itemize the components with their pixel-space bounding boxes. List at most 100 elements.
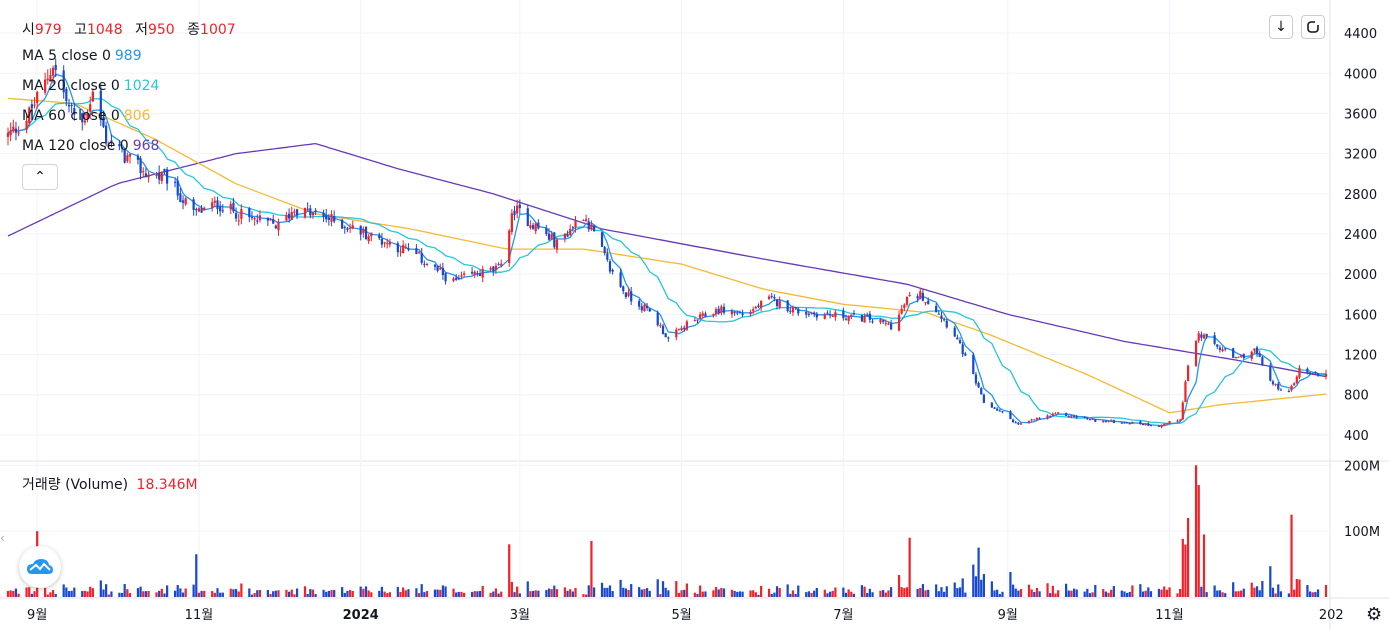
volume-bar xyxy=(794,594,797,597)
volume-bar xyxy=(346,590,349,597)
candle-body xyxy=(1218,347,1222,350)
volume-bar xyxy=(1279,591,1283,597)
volume-bar xyxy=(643,589,646,597)
volume-bar xyxy=(128,592,132,597)
candle-body xyxy=(229,203,232,210)
volume-bar xyxy=(897,575,901,597)
volume-bar xyxy=(441,585,445,597)
volume-bar xyxy=(1314,592,1317,597)
tradingview-logo[interactable] xyxy=(19,546,61,588)
candle-body xyxy=(1298,367,1301,378)
candle-body xyxy=(730,310,734,315)
volume-bar xyxy=(86,591,89,597)
volume-bar xyxy=(425,591,429,597)
volume-bar xyxy=(807,591,810,597)
candle-body xyxy=(9,130,12,136)
candle-body xyxy=(1165,423,1168,425)
volume-bar xyxy=(1186,517,1190,597)
volume-bar xyxy=(1255,586,1259,597)
candle-body xyxy=(341,219,344,229)
volume-bar xyxy=(1049,593,1052,597)
volume-bar xyxy=(173,590,177,597)
candle-body xyxy=(1274,384,1277,386)
candle-body xyxy=(1181,402,1184,420)
candle-body xyxy=(1202,334,1206,339)
candle-body xyxy=(826,312,829,314)
ma60-legend[interactable]: MA 60 close 0 806 xyxy=(22,108,151,124)
candle-body xyxy=(481,268,484,278)
price-tick-label: 400 xyxy=(1344,429,1369,444)
scroll-left-handle[interactable]: ‹ xyxy=(0,531,5,545)
time-tick-label: 202 xyxy=(1319,608,1344,623)
volume-bar xyxy=(516,586,519,597)
candle-body xyxy=(306,208,309,210)
candle-body xyxy=(295,209,299,216)
candle-body xyxy=(1102,420,1105,422)
volume-bar xyxy=(277,590,280,597)
volume-bar xyxy=(722,588,726,597)
volume-bar xyxy=(492,591,495,597)
volume-bar xyxy=(1218,590,1222,597)
candle-body xyxy=(1075,416,1078,418)
candle-body xyxy=(1001,411,1004,413)
candle-body xyxy=(367,236,370,242)
candle-body xyxy=(927,300,930,305)
volume-bar xyxy=(287,591,291,597)
volume-bar xyxy=(585,594,588,597)
candle-body xyxy=(1051,413,1054,416)
candle-body xyxy=(823,314,826,319)
settings-gear-icon[interactable]: ⚙ xyxy=(1366,604,1383,625)
candle-body xyxy=(1224,348,1227,350)
ma20-legend[interactable]: MA 20 close 0 1024 xyxy=(22,78,159,94)
time-tick-label: 9월 xyxy=(998,608,1018,623)
volume-bar xyxy=(248,588,251,597)
candle-body xyxy=(457,278,460,280)
candle-body xyxy=(120,147,124,149)
candle-body xyxy=(513,210,516,216)
candle-body xyxy=(1194,341,1198,366)
ma120-legend[interactable]: MA 120 close 0 968 xyxy=(22,138,159,154)
volume-bar xyxy=(1202,534,1206,597)
volume-bar xyxy=(404,590,407,597)
candle-body xyxy=(62,70,65,93)
candle-body xyxy=(980,388,983,395)
volume-bar xyxy=(754,592,757,597)
candle-body xyxy=(266,217,269,221)
ma120-value: 968 xyxy=(132,138,160,154)
volume-bar xyxy=(1120,590,1123,597)
collapse-legend-button[interactable]: ⌃ xyxy=(22,164,58,190)
candle-body xyxy=(126,155,129,162)
volume-bar xyxy=(1014,588,1017,597)
candle-body xyxy=(1186,365,1190,381)
volume-bar xyxy=(216,588,219,597)
candle-body xyxy=(701,313,704,316)
volume-bar xyxy=(1200,586,1203,597)
volume-bar xyxy=(322,589,325,597)
volume-bar xyxy=(417,593,421,597)
candle-body xyxy=(396,243,399,253)
candle-body xyxy=(608,261,612,272)
reset-chart-button[interactable] xyxy=(1301,15,1325,39)
candle-body xyxy=(1049,415,1052,417)
candle-body xyxy=(441,267,445,276)
candle-body xyxy=(309,208,312,216)
volume-bar xyxy=(773,592,776,597)
volume-bar xyxy=(110,591,113,597)
candle-body xyxy=(142,171,145,173)
candle-body xyxy=(147,174,150,178)
volume-bar xyxy=(494,588,498,597)
candle-body xyxy=(476,273,479,275)
volume-bar xyxy=(269,593,272,597)
volume-bar xyxy=(229,588,232,597)
candle-body xyxy=(492,266,495,272)
volume-bar xyxy=(118,592,121,597)
ma5-legend[interactable]: MA 5 close 0 989 xyxy=(22,48,142,64)
ma60-label: MA 60 close 0 xyxy=(22,108,120,124)
candle-body xyxy=(879,319,882,323)
volume-bar xyxy=(550,589,553,597)
candle-body xyxy=(303,207,307,218)
download-button[interactable]: ↓ xyxy=(1269,15,1293,39)
candle-body xyxy=(996,408,999,411)
